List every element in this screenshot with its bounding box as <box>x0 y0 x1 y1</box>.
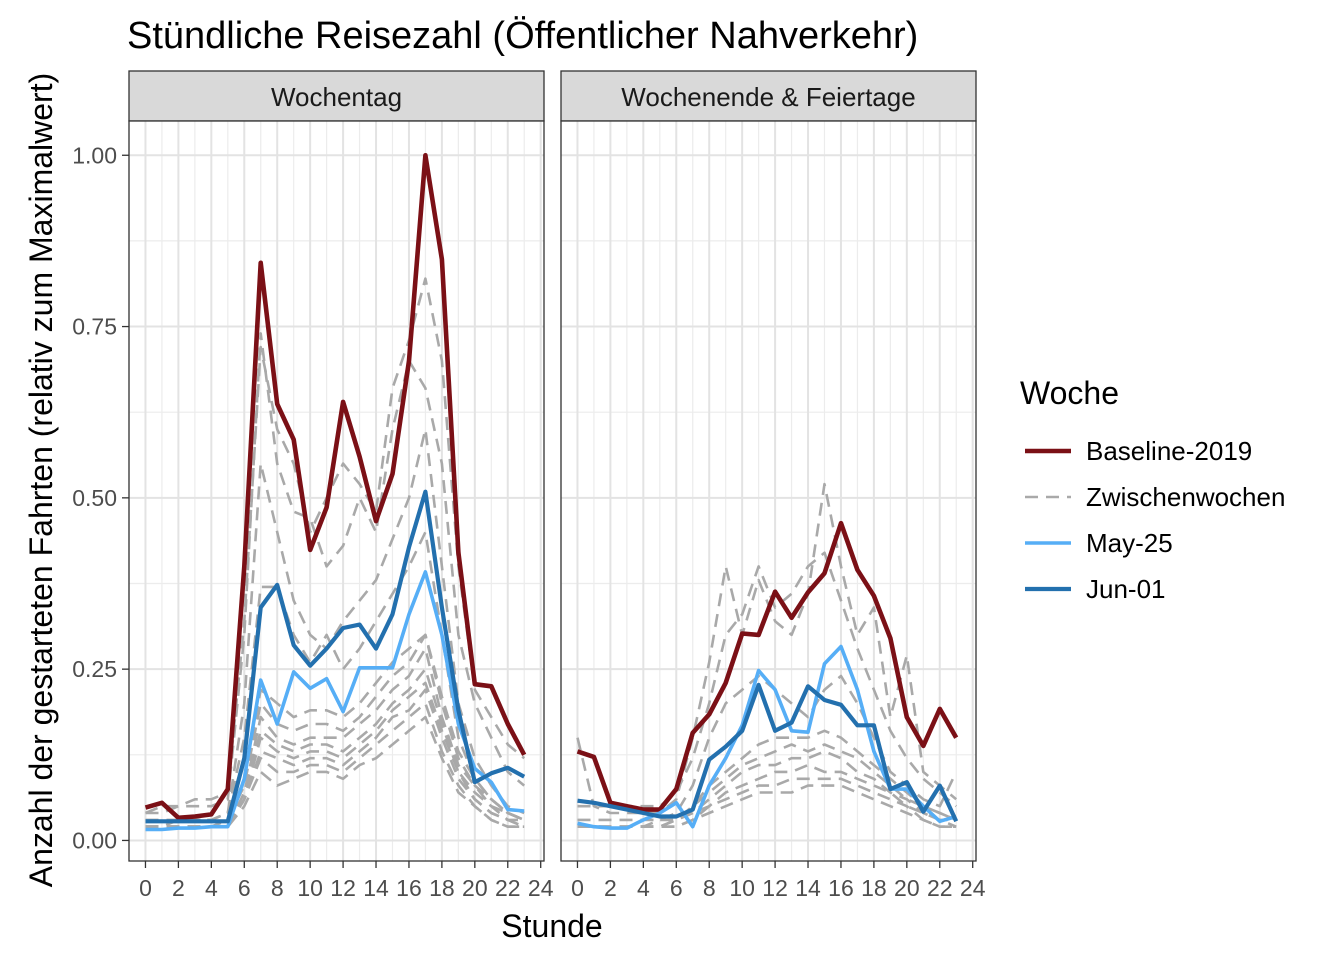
x-tick-label: 14 <box>363 875 389 901</box>
legend: Woche Baseline-2019 Zwischenwochen May-25 J… <box>1020 375 1285 604</box>
plot-background <box>129 121 544 861</box>
series-line-zwischenwochen <box>145 332 526 815</box>
facet-strip-label: Wochenende & Feiertage <box>621 82 915 112</box>
panel-border <box>560 120 977 862</box>
x-tick-label: 12 <box>762 875 788 901</box>
x-tick-label: 6 <box>670 875 683 901</box>
legend-title: Woche <box>1020 375 1119 411</box>
panel-border <box>128 120 545 862</box>
x-tick-label: 12 <box>330 875 356 901</box>
x-tick-label: 14 <box>795 875 821 901</box>
x-tick-label: 10 <box>729 875 755 901</box>
x-tick-label: 22 <box>927 875 953 901</box>
chart-title: Stündliche Reisezahl (Öffentlicher Nahve… <box>127 15 918 57</box>
legend-label: May-25 <box>1086 528 1173 558</box>
y-axis: 0.00 0.25 0.50 0.75 1.00 <box>72 142 129 853</box>
y-tick-label: 1.00 <box>72 142 117 168</box>
x-axis: 0 2 4 6 8 10 12 14 16 18 20 22 24 <box>571 861 986 901</box>
series-line-zwischenwochen <box>577 551 958 808</box>
legend-entry: Zwischenwochen <box>1025 482 1285 512</box>
x-tick-label: 0 <box>139 875 152 901</box>
x-axis-title: Stunde <box>501 908 602 944</box>
legend-entry: Jun-01 <box>1025 574 1166 604</box>
x-tick-label: 18 <box>861 875 887 901</box>
series-line-baseline-2019 <box>144 153 527 821</box>
legend-entry: Baseline-2019 <box>1025 436 1252 466</box>
legend-label: Zwischenwochen <box>1086 482 1285 512</box>
x-tick-label: 16 <box>396 875 422 901</box>
y-tick-label: 0.25 <box>72 656 117 682</box>
x-tick-label: 24 <box>528 875 554 901</box>
y-tick-label: 0.00 <box>72 827 117 853</box>
facet-strip <box>560 70 977 122</box>
y-tick-label: 0.75 <box>72 314 117 340</box>
y-axis-title: Anzahl der gestarteten Fahrten (relativ … <box>23 73 59 888</box>
x-tick-label: 2 <box>172 875 185 901</box>
legend-label: Baseline-2019 <box>1086 436 1252 466</box>
series-line-zwischenwochen <box>576 482 958 815</box>
x-tick-label: 18 <box>429 875 455 901</box>
x-tick-label: 6 <box>238 875 251 901</box>
x-tick-label: 20 <box>462 875 488 901</box>
x-tick-label: 0 <box>571 875 584 901</box>
x-tick-label: 24 <box>960 875 986 901</box>
legend-entries: Baseline-2019 Zwischenwochen May-25 Jun-01 <box>1025 436 1285 604</box>
x-tick-label: 10 <box>297 875 323 901</box>
series-line-jun-01 <box>145 489 526 824</box>
series-group <box>144 153 527 832</box>
x-tick-label: 16 <box>828 875 854 901</box>
x-tick-label: 8 <box>271 875 284 901</box>
x-tick-label: 8 <box>703 875 716 901</box>
x-tick-label: 2 <box>604 875 617 901</box>
x-axis: 0 2 4 6 8 10 12 14 16 18 20 22 24 <box>139 861 554 901</box>
x-tick-label: 4 <box>637 875 650 901</box>
series-line-zwischenwochen <box>577 729 957 829</box>
legend-label: Jun-01 <box>1086 574 1166 604</box>
facet-strip-label: Wochentag <box>271 82 402 112</box>
series-line-jun-01 <box>577 682 959 823</box>
plot-background <box>561 121 976 861</box>
x-tick-label: 20 <box>894 875 920 901</box>
x-tick-label: 22 <box>495 875 521 901</box>
series-group <box>576 482 959 830</box>
series-line-baseline-2019 <box>576 520 959 812</box>
y-tick-label: 0.50 <box>72 485 117 511</box>
legend-entry: May-25 <box>1025 528 1173 558</box>
facet-strip <box>128 70 545 122</box>
x-tick-label: 4 <box>205 875 218 901</box>
